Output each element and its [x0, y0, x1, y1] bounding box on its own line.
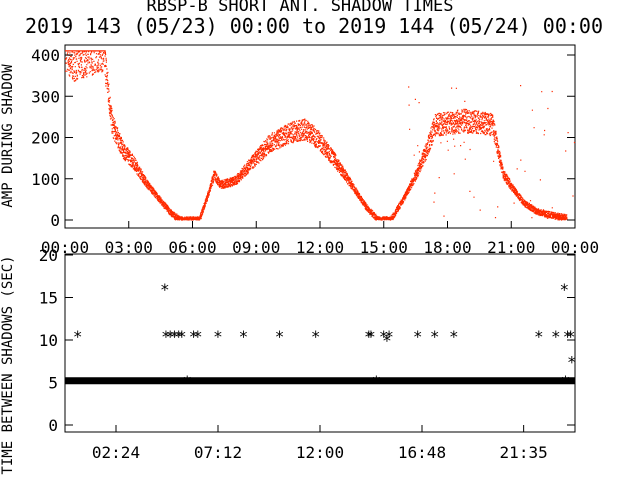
- time-between-y-tick-label: 20: [39, 246, 58, 265]
- time-between-point: *: [161, 327, 171, 346]
- amp-x-tick-label: 06:00: [168, 238, 216, 257]
- time-between-point: *: [560, 280, 570, 299]
- amp-y-tick-label: 200: [31, 129, 60, 148]
- time-between-point: *: [567, 352, 577, 371]
- time-between-point: *: [563, 327, 573, 346]
- time-between-y-tick-label: 10: [39, 331, 58, 350]
- time-between-point: *: [364, 327, 374, 346]
- time-between-x-tick-label: 16:48: [398, 443, 446, 462]
- time-between-y-tick-label: 5: [48, 374, 58, 393]
- time-between-points: ********** * * * * ****** * * * * ******: [73, 280, 577, 391]
- time-between-point: *: [561, 372, 571, 391]
- time-between-point: *: [193, 327, 203, 346]
- time-between-point: *: [311, 327, 321, 346]
- time-between-point: *: [366, 327, 376, 346]
- time-between-y-axis-label: TIME BETWEEN SHADOWS (SEC): [0, 255, 16, 474]
- time-between-point: *: [239, 327, 249, 346]
- amp-scatter-points: [65, 50, 576, 221]
- time-between-y-tick-label: 15: [39, 289, 58, 308]
- time-between-point: *: [566, 327, 576, 346]
- amp-x-tick-label: 18:00: [423, 238, 471, 257]
- time-between-point: *: [382, 331, 392, 350]
- time-between-point: *: [177, 327, 187, 346]
- amp-y-tick-label: 0: [50, 211, 60, 230]
- time-between-point: *: [371, 372, 381, 391]
- time-between-x-tick-label: 12:00: [296, 443, 344, 462]
- amp-y-tick-label: 300: [31, 87, 60, 106]
- time-between-point: *: [379, 327, 389, 346]
- time-between-y-tick-label: 0: [48, 416, 58, 435]
- time-between-point: *: [534, 327, 544, 346]
- amp-y-axis-label: AMP DURING SHADOW: [0, 64, 16, 208]
- amp-y-tick-label: 400: [31, 46, 60, 65]
- time-between-point: *: [449, 327, 459, 346]
- time-between-point: *: [275, 327, 285, 346]
- amp-x-tick-label: 21:00: [487, 238, 535, 257]
- time-between-point: *: [73, 327, 83, 346]
- amp-y-tick-label: 100: [31, 170, 60, 189]
- amp-x-tick-label: 03:00: [105, 238, 153, 257]
- amp-x-tick-label: 00:00: [551, 238, 599, 257]
- time-between-point: *: [551, 327, 561, 346]
- amp-x-tick-label: 15:00: [360, 238, 408, 257]
- amp-x-tick-label: 00:00: [41, 238, 89, 257]
- time-between-point: *: [160, 280, 170, 299]
- amp-x-tick-label: 12:00: [296, 238, 344, 257]
- amp-data-points: [65, 50, 576, 221]
- time-between-point: *: [430, 327, 440, 346]
- time-between-point: *: [189, 327, 199, 346]
- time-between-point: *: [182, 372, 192, 391]
- time-between-panel: ********** * * * * ****** * * * * ****** 05101520 …: [0, 246, 577, 475]
- time-between-point: *: [165, 327, 175, 346]
- time-between-point: *: [213, 327, 223, 346]
- time-between-x-tick-label: 02:24: [92, 443, 140, 462]
- time-between-x-tick-label: 21:35: [500, 443, 548, 462]
- time-between-point: *: [384, 327, 394, 346]
- time-between-x-tick-label: 07:12: [194, 443, 242, 462]
- title-line1: RBSP-B SHORT ANT. SHADOW TIMES: [146, 0, 453, 16]
- amp-x-tick-label: 09:00: [232, 238, 280, 257]
- amp-panel-frame: [64, 44, 576, 229]
- amp-panel: 0 100 200 300 400 00:00 03:00 06:00 09:00 12:00 1…: [0, 44, 599, 257]
- time-between-point: *: [413, 327, 423, 346]
- time-between-point: *: [174, 327, 184, 346]
- time-between-point: *: [170, 327, 180, 346]
- title-line2: 2019 143 (05/23) 00:00 to 2019 144 (05/2…: [25, 14, 603, 38]
